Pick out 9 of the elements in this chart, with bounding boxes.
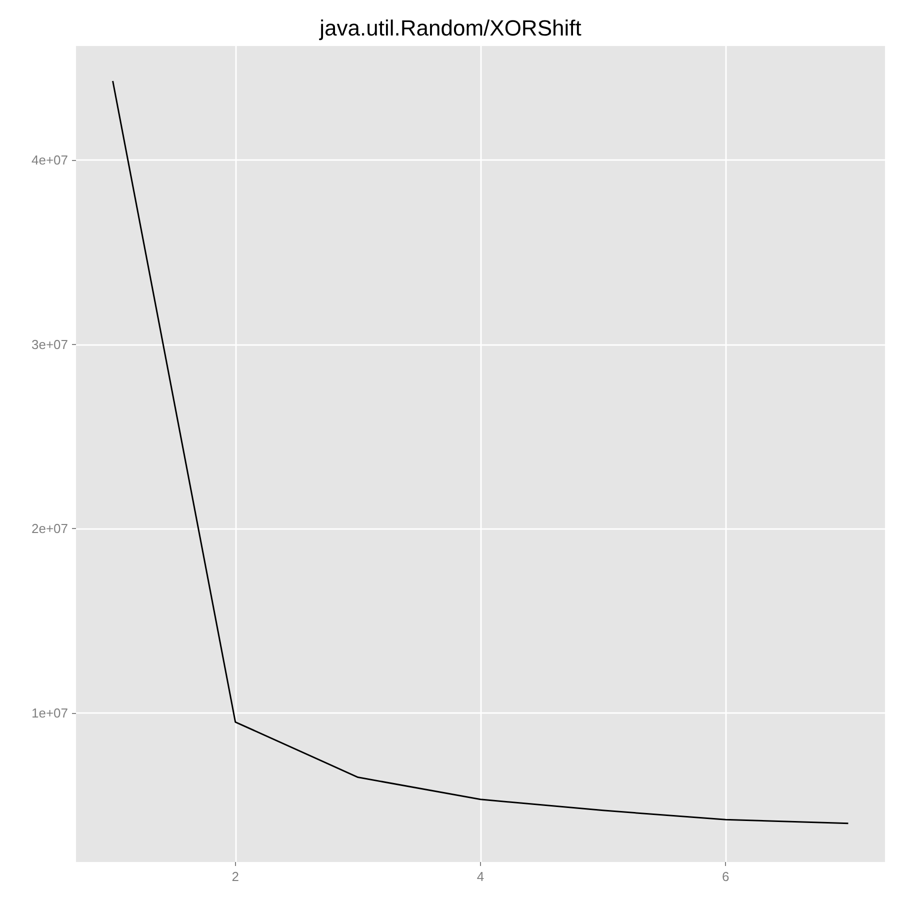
x-tick-label: 4 (476, 869, 484, 884)
y-tick-label: 2e+07 (31, 521, 68, 536)
y-tick-label: 3e+07 (31, 336, 68, 352)
x-tick-label: 6 (722, 869, 730, 884)
y-tick-label: 4e+07 (31, 152, 68, 168)
chart-title: java.util.Random/XORShift (318, 16, 582, 40)
x-tick-label: 2 (232, 869, 239, 884)
y-tick-label: 1e+07 (31, 705, 68, 720)
line-series (112, 80, 849, 824)
